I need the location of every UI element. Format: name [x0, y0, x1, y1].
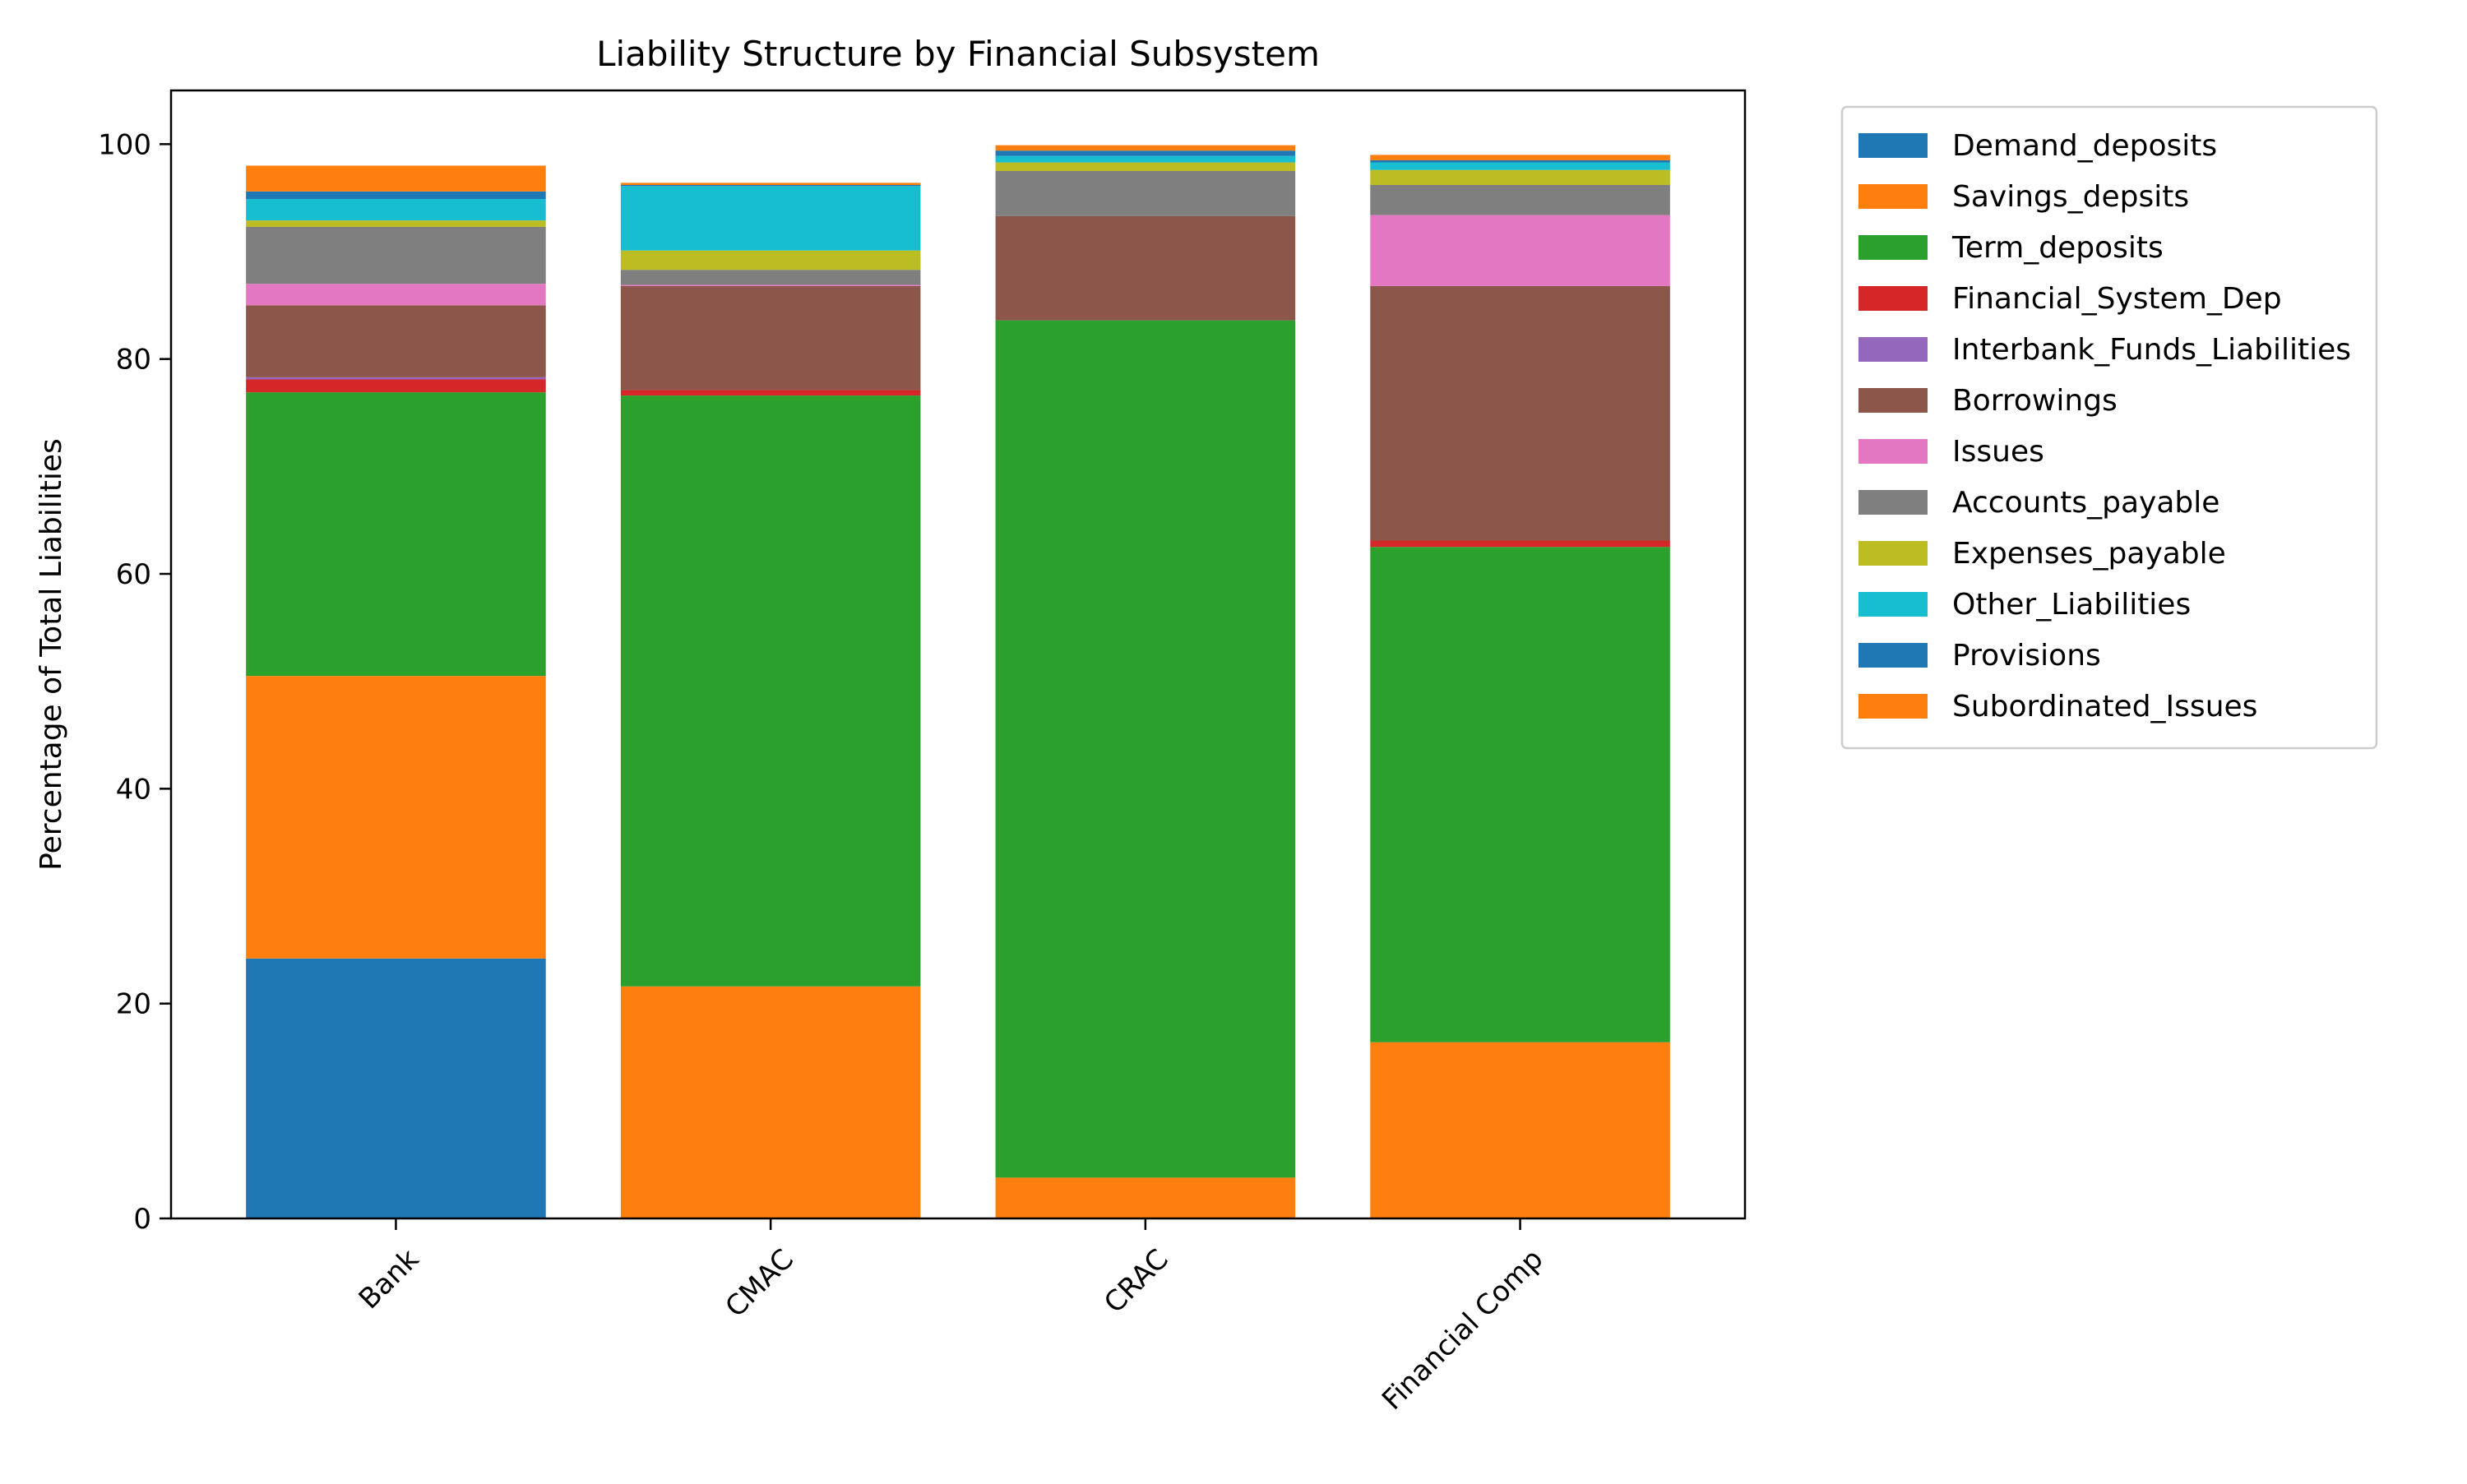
legend-label-other-liabilities: Other_Liabilities — [1952, 588, 2191, 622]
legend-swatch — [1858, 592, 1928, 617]
legend-swatch — [1858, 133, 1928, 158]
legend-swatch — [1858, 337, 1928, 362]
legend: Demand_deposits Savings_depsits Term_depos… — [1840, 105, 2378, 750]
bar-financial-comp-expenses-payable — [1370, 169, 1670, 185]
legend-label-borrowings: Borrowings — [1952, 384, 2118, 418]
bar-crac-expenses-payable — [995, 162, 1296, 171]
y-axis-title: Percentage of Total Liabilities — [35, 438, 68, 871]
legend-label-issues: Issues — [1952, 435, 2044, 469]
legend-swatch — [1858, 643, 1928, 668]
bar-cmac-provisions — [620, 184, 921, 187]
legend-swatch — [1858, 694, 1928, 719]
bar-cmac-other-liabilities — [620, 186, 921, 251]
bar-crac-borrowings — [995, 215, 1296, 321]
legend-label-subordinated-issues: Subordinated_Issues — [1952, 690, 2257, 724]
bar-cmac-financial-system-dep — [620, 390, 921, 396]
y-tick-label: 60 — [116, 558, 151, 591]
bars-layer — [246, 145, 1670, 1218]
legend-label-demand-deposits: Demand_deposits — [1952, 129, 2217, 163]
bar-financial-comp-savings-depsits — [1370, 1042, 1670, 1218]
bar-financial-comp-provisions — [1370, 159, 1670, 163]
bar-financial-comp-term-deposits — [1370, 547, 1670, 1042]
bar-cmac-expenses-payable — [620, 250, 921, 270]
legend-swatch — [1858, 286, 1928, 311]
bar-bank-expenses-payable — [246, 220, 546, 227]
bar-financial-comp-other-liabilities — [1370, 162, 1670, 170]
legend-label-expenses-payable: Expenses_payable — [1952, 537, 2226, 571]
bar-bank-subordinated-issues — [246, 165, 546, 192]
bar-cmac-borrowings — [620, 285, 921, 391]
bar-bank-borrowings — [246, 305, 546, 377]
legend-label-term-deposits: Term_deposits — [1951, 231, 2164, 265]
bar-cmac-term-deposits — [620, 395, 921, 987]
bar-cmac-savings-depsits — [620, 986, 921, 1218]
bar-financial-comp-accounts-payable — [1370, 184, 1670, 215]
legend-swatch — [1858, 439, 1928, 464]
bar-bank-interbank-funds-liabilities — [246, 377, 546, 380]
bar-crac-subordinated-issues — [995, 145, 1296, 151]
legend-swatch — [1858, 541, 1928, 566]
chart-title: Liability Structure by Financial Subsyst… — [596, 34, 1320, 74]
bar-bank-financial-system-dep — [246, 379, 546, 393]
bar-crac-savings-depsits — [995, 1177, 1296, 1218]
bar-crac-provisions — [995, 150, 1296, 156]
bar-bank-savings-depsits — [246, 676, 546, 959]
bar-financial-comp-issues — [1370, 215, 1670, 286]
bar-bank-demand-deposits — [246, 958, 546, 1218]
legend-label-financial-system-dep: Financial_System_Dep — [1952, 282, 2282, 316]
bar-crac-accounts-payable — [995, 171, 1296, 216]
y-tick-label: 40 — [116, 773, 151, 806]
bar-cmac-subordinated-issues — [620, 183, 921, 185]
legend-label-interbank-funds-liabilities: Interbank_Funds_Liabilities — [1952, 333, 2351, 367]
legend-swatch — [1858, 184, 1928, 209]
y-tick-label: 20 — [116, 988, 151, 1021]
bar-cmac-issues — [620, 284, 921, 286]
bar-bank-provisions — [246, 191, 546, 199]
legend-frame — [1840, 105, 2378, 750]
y-tick-label: 100 — [98, 128, 151, 161]
bar-bank-issues — [246, 284, 546, 306]
bar-financial-comp-subordinated-issues — [1370, 155, 1670, 160]
bar-bank-term-deposits — [246, 392, 546, 677]
bar-crac-other-liabilities — [995, 155, 1296, 163]
bar-crac-term-deposits — [995, 320, 1296, 1178]
bar-bank-accounts-payable — [246, 226, 546, 284]
bar-cmac-accounts-payable — [620, 270, 921, 285]
legend-swatch — [1858, 235, 1928, 260]
bar-bank-other-liabilities — [246, 198, 546, 221]
legend-label-accounts-payable: Accounts_payable — [1952, 486, 2219, 520]
y-tick-label: 80 — [116, 344, 151, 377]
plot-frame — [169, 89, 1747, 1220]
bar-financial-comp-borrowings — [1370, 285, 1670, 541]
legend-label-provisions: Provisions — [1952, 639, 2101, 673]
legend-swatch — [1858, 490, 1928, 515]
legend-swatch — [1858, 388, 1928, 413]
bar-financial-comp-financial-system-dep — [1370, 540, 1670, 548]
y-tick-label: 0 — [133, 1203, 151, 1236]
legend-label-savings-depsits: Savings_depsits — [1952, 180, 2189, 214]
